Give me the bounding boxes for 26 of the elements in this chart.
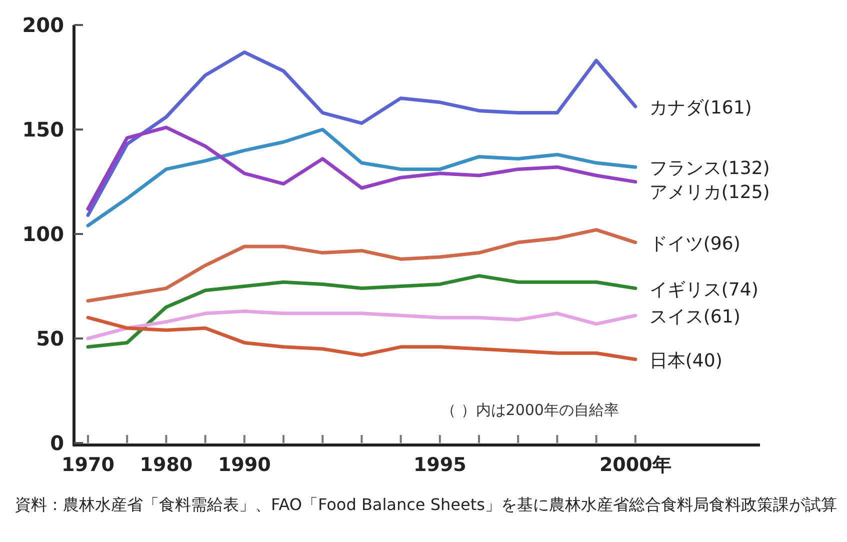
- x-tick-label: 2000年: [599, 454, 672, 476]
- line-series: [86, 128, 638, 228]
- x-tick-label: 1995: [413, 454, 466, 476]
- line-series: [86, 50, 638, 217]
- series-label: ドイツ(96): [649, 233, 740, 254]
- line-series: [86, 274, 638, 349]
- y-tick-label: 0: [50, 431, 64, 455]
- text: 資料：農林水産省「食料需給表」、FAO「Food Balance Sheets」を基に農林水産省総合食料局食料政策課が試算: [15, 495, 838, 515]
- annotation: （ ）内は2000年の自給率: [441, 401, 619, 419]
- x-tick-label: 1970: [62, 454, 114, 476]
- x-tick-label: 1990: [218, 454, 271, 476]
- line-series: [86, 316, 638, 362]
- line-series: [86, 126, 638, 211]
- series-label: カナダ(161): [649, 98, 752, 119]
- line-series: [86, 228, 638, 303]
- x-tick-label: 1980: [140, 454, 193, 476]
- y-tick-label: 50: [36, 326, 64, 350]
- y-tick-label: 150: [22, 118, 64, 142]
- series-label: 日本(40): [649, 350, 722, 372]
- line-series: [86, 310, 638, 340]
- series-label: フランス(132): [649, 158, 770, 180]
- y-tick-label: 100: [22, 222, 64, 246]
- series-label: スイス(61): [649, 306, 740, 328]
- y-tick-label: 200: [22, 13, 64, 37]
- series-label: イギリス(74): [649, 279, 758, 300]
- series-label: アメリカ(125): [649, 182, 770, 204]
